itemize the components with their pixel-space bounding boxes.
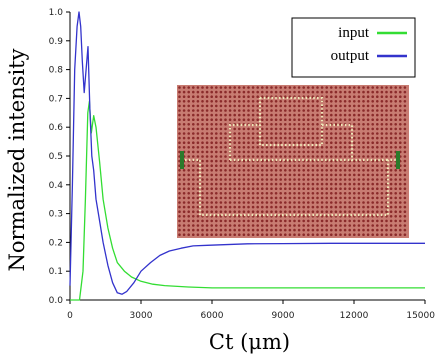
series-line-output xyxy=(69,11,425,295)
y-tick-label: 0.8 xyxy=(49,66,64,76)
legend-label-output: output xyxy=(331,48,370,64)
inset-detector-marker xyxy=(396,151,400,169)
x-tick-label: 9000 xyxy=(272,311,295,321)
x-tick-label: 0 xyxy=(67,311,73,321)
inset-source-marker xyxy=(180,151,184,169)
y-tick-label: 0.5 xyxy=(49,152,63,162)
series-line-input xyxy=(70,100,425,301)
inset-waveguide-segment-1 xyxy=(228,123,260,160)
x-tick-label: 12000 xyxy=(340,311,369,321)
y-tick-label: 0.7 xyxy=(49,94,63,104)
axes: 0.0 0.1 0.2 0.3 0.4 0.5 0.6 0.7 0.8 0.9 1.0 0 3000 60… xyxy=(5,8,435,354)
y-tick-label: 0.1 xyxy=(49,267,63,277)
y-tick-label: 0.0 xyxy=(49,296,64,306)
series-group xyxy=(69,11,425,301)
legend-label-input: input xyxy=(338,25,370,41)
y-tick-label: 0.6 xyxy=(49,123,64,133)
x-tick-label: 6000 xyxy=(201,311,224,321)
x-tick-label: 15000 xyxy=(406,311,435,321)
legend-box xyxy=(291,17,416,78)
legend: input output xyxy=(291,17,416,78)
y-tick-label: 0.3 xyxy=(49,210,63,220)
y-tick-label: 0.2 xyxy=(49,238,63,248)
inset-waveguide-segment-0 xyxy=(185,158,402,217)
x-tick-label: 3000 xyxy=(130,311,153,321)
inset-waveguide-segment-2 xyxy=(258,96,324,147)
y-tick-label: 0.9 xyxy=(49,37,64,47)
photonic-crystal-inset xyxy=(177,85,409,238)
y-axis-title: Normalized intensity xyxy=(5,48,29,271)
x-axis-title: Ct (μm) xyxy=(209,330,290,354)
y-tick-label: 1.0 xyxy=(49,8,64,18)
inset-lattice xyxy=(178,86,407,236)
y-tick-label: 0.4 xyxy=(49,181,64,191)
